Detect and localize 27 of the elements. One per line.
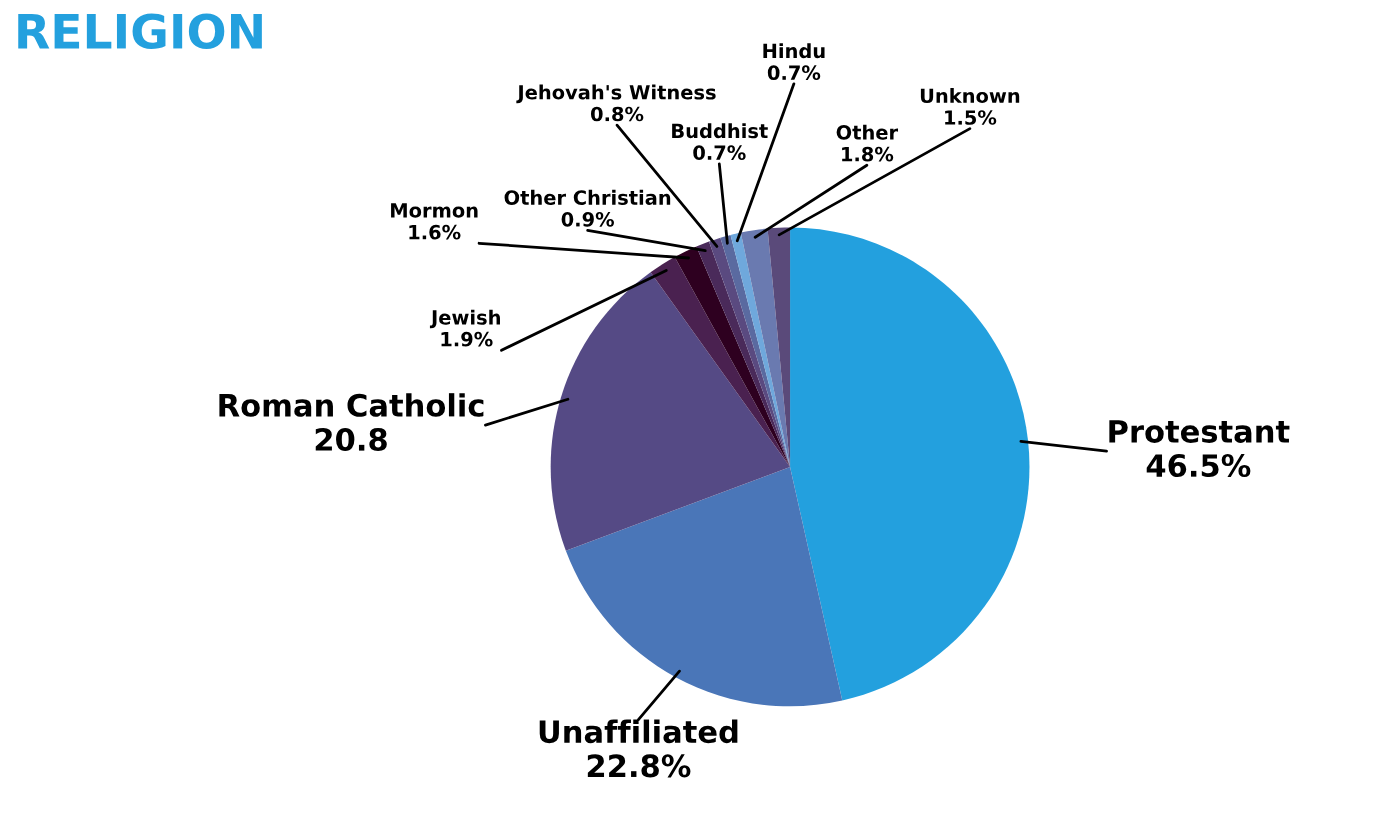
pie-slice [740, 228, 791, 467]
slice-label: Buddhist [672, 123, 768, 139]
slice-label: Unknown [920, 88, 1020, 104]
pie-slice [790, 227, 1030, 701]
data-label: 1.5% [945, 110, 997, 125]
slice-label: Other Christian [504, 189, 671, 205]
pie-slice [565, 466, 843, 707]
data-label: 22.8% [587, 754, 691, 778]
chart-title: RELIGION [18, 13, 262, 50]
data-label: 1.6% [409, 224, 461, 240]
slice-label: Other [836, 124, 899, 140]
slice-label: Roman Catholic [219, 393, 484, 417]
slice-label: Jewish [429, 309, 500, 329]
slice-label: Unaffiliated [539, 719, 738, 744]
data-label: 1.9% [441, 331, 493, 347]
pie-slice [674, 246, 791, 467]
slice-label: Jehovah's Witness [516, 84, 716, 104]
data-label: 20.8 [315, 427, 387, 452]
data-label: 46.5% [1146, 453, 1251, 478]
data-label: 1.8% [842, 146, 894, 162]
data-label: 0.7% [693, 145, 746, 161]
data-label: 0.7% [767, 65, 821, 81]
data-label: 0.8% [590, 106, 644, 122]
slice-label: Mormon [391, 203, 478, 218]
slice-label: Hindu [763, 43, 825, 59]
data-label: 0.9% [561, 211, 614, 227]
slice-label: Protestant [1109, 420, 1290, 443]
